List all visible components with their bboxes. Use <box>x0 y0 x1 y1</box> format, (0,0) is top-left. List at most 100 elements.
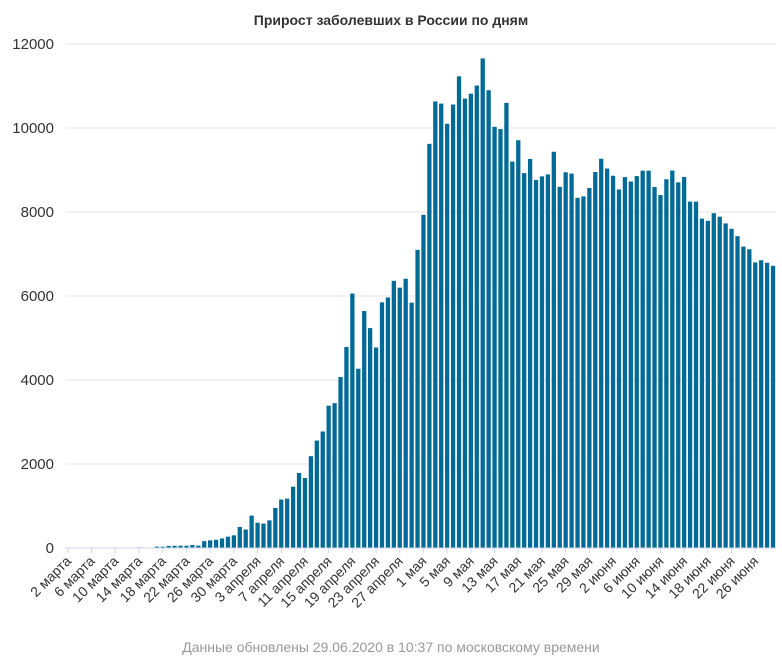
bar <box>711 213 716 548</box>
bar <box>213 539 219 548</box>
bar <box>373 347 379 548</box>
bar <box>456 76 462 549</box>
bar <box>628 181 633 548</box>
bar <box>522 173 527 549</box>
bar <box>255 522 260 548</box>
bar <box>557 186 562 548</box>
y-tick-label: 0 <box>46 540 54 557</box>
y-tick-label: 12000 <box>12 36 54 53</box>
bar <box>581 196 586 549</box>
bar <box>296 472 302 548</box>
bar <box>439 103 444 548</box>
bar <box>421 214 426 548</box>
bar <box>622 177 628 548</box>
bar <box>510 161 515 548</box>
bar <box>249 515 254 548</box>
bar <box>551 151 556 548</box>
bar <box>320 431 325 548</box>
y-axis: 0 2000 4000 6000 8000 10000 12000 <box>12 36 54 557</box>
bar <box>403 278 408 548</box>
bar <box>486 90 491 549</box>
bar <box>610 175 616 548</box>
bar <box>705 220 710 548</box>
bar <box>717 216 722 548</box>
y-tick-label: 8000 <box>21 204 54 221</box>
bar <box>450 104 456 549</box>
bar <box>397 287 402 548</box>
bar <box>527 158 533 548</box>
bar <box>764 262 770 548</box>
bar <box>261 523 266 548</box>
bar <box>279 499 284 548</box>
bar <box>219 538 225 548</box>
bar <box>670 170 675 549</box>
bar <box>196 545 201 548</box>
bar <box>735 236 740 548</box>
bar <box>308 456 314 548</box>
bar <box>587 187 592 549</box>
bar <box>474 85 479 548</box>
y-tick-label: 6000 <box>21 288 54 305</box>
bar <box>539 176 545 548</box>
bar <box>362 311 367 548</box>
bar <box>741 246 746 549</box>
bar <box>178 545 183 548</box>
y-tick-label: 2000 <box>21 456 54 473</box>
bar <box>326 405 331 548</box>
y-tick-label: 4000 <box>21 372 54 389</box>
y-tick-label: 10000 <box>12 120 54 137</box>
bar <box>338 377 343 548</box>
bar <box>314 440 319 548</box>
bar <box>492 126 497 548</box>
bar <box>468 93 473 548</box>
bar <box>190 545 195 548</box>
bar <box>747 249 752 548</box>
bar <box>368 328 373 548</box>
data-updated-note: Данные обновлены 29.06.2020 в 10:37 по м… <box>182 639 600 655</box>
bar <box>379 302 385 548</box>
bar <box>729 228 734 549</box>
bar <box>154 546 159 548</box>
bar <box>202 541 207 548</box>
bar <box>759 260 764 548</box>
bar <box>391 280 396 548</box>
bar <box>302 477 308 548</box>
bar <box>504 102 509 548</box>
bar <box>516 140 521 548</box>
bar <box>575 197 580 549</box>
bar <box>356 368 361 548</box>
bar <box>569 173 574 548</box>
bar <box>753 262 758 548</box>
bars <box>71 58 776 549</box>
bar <box>480 58 485 548</box>
bar <box>267 520 272 548</box>
bar <box>184 545 189 548</box>
bar <box>427 143 432 548</box>
bar <box>208 540 213 548</box>
bar <box>225 536 231 548</box>
bar <box>605 168 610 548</box>
bar <box>498 129 503 548</box>
bar <box>533 179 539 548</box>
bar <box>433 101 438 548</box>
bar <box>285 498 290 548</box>
bar <box>231 535 236 548</box>
bar <box>658 195 663 548</box>
bar <box>350 293 355 548</box>
bar <box>593 172 598 548</box>
bar <box>415 249 420 548</box>
bar <box>676 182 681 548</box>
bar <box>332 403 337 548</box>
bar <box>682 176 687 548</box>
bar <box>273 507 278 548</box>
bar <box>634 176 639 548</box>
bar <box>160 546 165 548</box>
bar <box>770 265 776 548</box>
bar <box>243 529 248 548</box>
bar <box>445 123 450 548</box>
bar <box>237 527 242 548</box>
chart-title: Прирост заболевших в России по дням <box>253 12 529 28</box>
bar <box>344 347 349 548</box>
